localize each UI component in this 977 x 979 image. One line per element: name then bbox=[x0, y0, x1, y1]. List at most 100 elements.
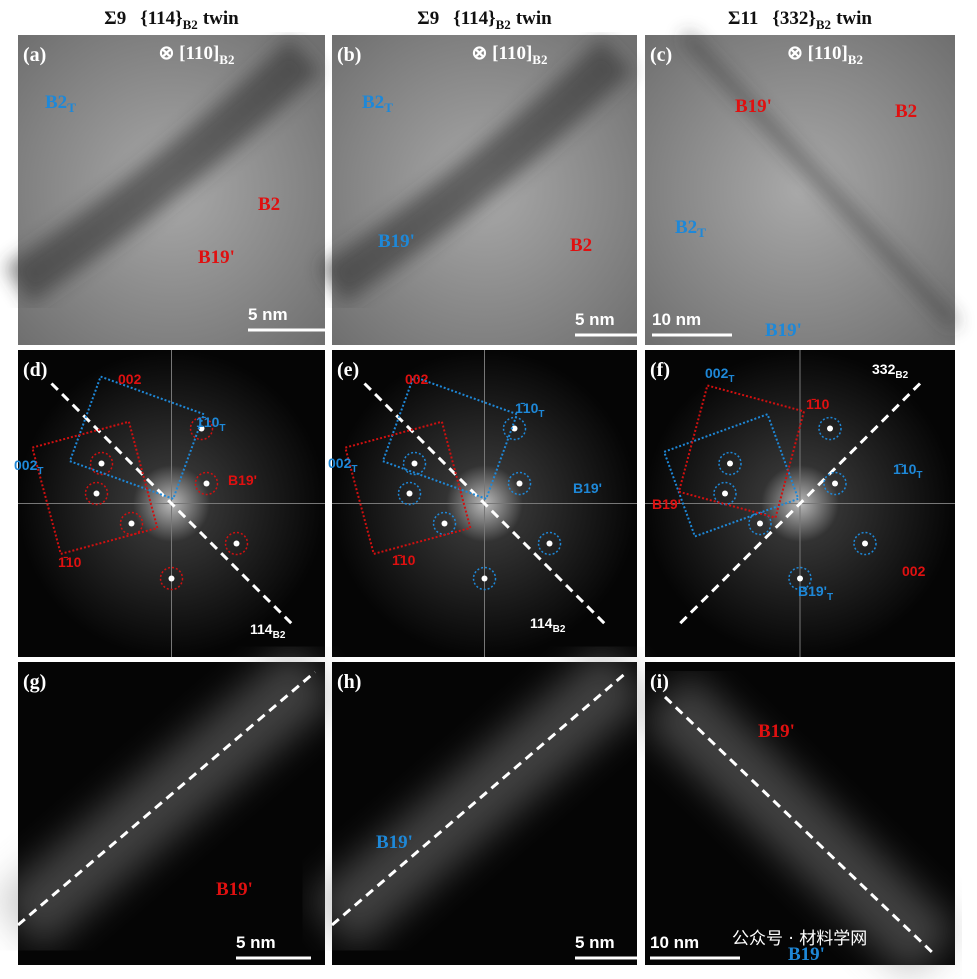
twin-trace bbox=[678, 382, 922, 625]
twin-boundary-contrast bbox=[319, 38, 633, 304]
annotation: 1̄10 bbox=[392, 552, 416, 568]
panel-label: (e) bbox=[337, 359, 359, 381]
panel: (g) B19' 5 nm bbox=[0, 645, 338, 965]
header-plane: {332} bbox=[772, 8, 815, 29]
twin-trace bbox=[50, 382, 293, 625]
annotation: B19' bbox=[758, 721, 795, 742]
header-sigma: Σ9 bbox=[104, 8, 126, 29]
diffraction-spot bbox=[203, 480, 210, 487]
diffraction-spot bbox=[441, 520, 448, 527]
annotation: B19' bbox=[788, 944, 825, 965]
panel-label: (a) bbox=[23, 44, 46, 66]
header-sigma: Σ9 bbox=[417, 8, 439, 29]
annotation: B19' bbox=[228, 472, 257, 488]
annotation: 002T bbox=[14, 457, 43, 477]
spot-marker bbox=[397, 481, 422, 506]
diffraction-spot bbox=[722, 490, 728, 497]
annotation: B19' bbox=[198, 247, 235, 268]
annotation-sub: T bbox=[827, 592, 833, 603]
annotation: 002T bbox=[328, 455, 357, 475]
annotation-text: 002 bbox=[405, 371, 429, 387]
spot-marker bbox=[788, 566, 812, 591]
zone-text: ⊗ [110] bbox=[472, 43, 533, 64]
annotation: B19' bbox=[735, 96, 772, 117]
twin-boundary-contrast bbox=[681, 31, 959, 329]
diffraction-spot bbox=[93, 490, 100, 497]
spot-marker bbox=[89, 451, 114, 476]
diffraction-spot bbox=[481, 575, 488, 582]
annotation-text: B19' bbox=[376, 832, 413, 853]
spot-marker bbox=[194, 471, 219, 496]
annotation-text: B19' bbox=[798, 583, 827, 599]
header-sigma: Σ11 bbox=[728, 8, 758, 29]
spot-marker bbox=[502, 416, 527, 441]
scale-bar-label: 10 nm bbox=[652, 310, 701, 329]
annotation-text: 1̄10 bbox=[196, 414, 220, 430]
annotation: 002 bbox=[902, 563, 926, 579]
column-header: Σ11 {332}B2 twin bbox=[728, 8, 872, 32]
header-plane: {114} bbox=[453, 8, 495, 29]
panel-label: (h) bbox=[337, 671, 361, 693]
diffraction-spot bbox=[406, 490, 413, 497]
annotation-text: 002 bbox=[705, 365, 729, 381]
annotation: B19' bbox=[376, 832, 413, 853]
header-sub: B2 bbox=[183, 17, 198, 32]
annotation: 1̄10T bbox=[196, 414, 225, 434]
annotation-text: B2 bbox=[675, 217, 697, 238]
spot-marker bbox=[507, 471, 532, 496]
zone-text: ⊗ [110] bbox=[787, 43, 848, 64]
annotation-text: 002 bbox=[328, 455, 352, 471]
header-plane: {114} bbox=[140, 8, 182, 29]
annotation-sub: T bbox=[728, 374, 734, 385]
twin-trace bbox=[17, 670, 316, 927]
diffraction-spot bbox=[757, 520, 763, 527]
annotation: B19' bbox=[216, 879, 253, 900]
diffraction-spot bbox=[511, 425, 518, 432]
twin-boundary-contrast bbox=[5, 38, 321, 304]
annotation: 1̄10 bbox=[806, 396, 830, 412]
annotation-text: 1̄10 bbox=[515, 400, 539, 416]
annotation-sub: T bbox=[916, 470, 922, 481]
panel-label: (g) bbox=[23, 671, 46, 693]
annotation-text: B2 bbox=[258, 194, 280, 215]
annotation: 114B2 bbox=[250, 621, 286, 641]
annotation: B2 bbox=[258, 194, 280, 215]
annotation-text: B19' bbox=[216, 879, 253, 900]
panel-image bbox=[645, 35, 955, 345]
diffraction-spot bbox=[827, 425, 833, 432]
diffraction-spot bbox=[862, 540, 868, 547]
annotation-text: B2 bbox=[895, 101, 917, 122]
panel-label: (c) bbox=[650, 44, 672, 66]
column-header: Σ9 {114}B2 twin bbox=[104, 8, 239, 32]
annotation: B19' bbox=[765, 320, 802, 341]
panel-label: (d) bbox=[23, 359, 47, 381]
spot-marker bbox=[159, 566, 184, 591]
zone-axis: ⊗ [110]B2 bbox=[159, 43, 235, 67]
annotation-text: 114 bbox=[530, 615, 553, 631]
scale-bar-label: 5 nm bbox=[575, 310, 615, 329]
annotation-text: 1̄10 bbox=[392, 552, 416, 568]
panel: (h) B19' 5 nm bbox=[309, 645, 650, 965]
spot-marker bbox=[537, 531, 562, 556]
twin-trace bbox=[363, 382, 606, 625]
zone-sub: B2 bbox=[532, 52, 547, 67]
diffraction-spot bbox=[233, 540, 240, 547]
header-suffix: twin bbox=[836, 8, 872, 29]
annotation-text: B2 bbox=[570, 235, 592, 256]
spot-marker bbox=[853, 531, 877, 556]
column-header: Σ9 {114}B2 twin bbox=[417, 8, 552, 32]
diffraction-spot bbox=[98, 460, 105, 467]
annotation-text: 002 bbox=[118, 371, 142, 387]
annotation-sub: T bbox=[219, 423, 225, 434]
annotation-sub: T bbox=[351, 464, 357, 475]
scale-bar-label: 10 nm bbox=[650, 933, 699, 952]
annotation: 1̄10 bbox=[58, 554, 82, 570]
annotation-text: B19' bbox=[228, 472, 257, 488]
header-sub: B2 bbox=[496, 17, 511, 32]
diffraction-spot bbox=[797, 575, 803, 582]
spot-marker bbox=[224, 531, 249, 556]
